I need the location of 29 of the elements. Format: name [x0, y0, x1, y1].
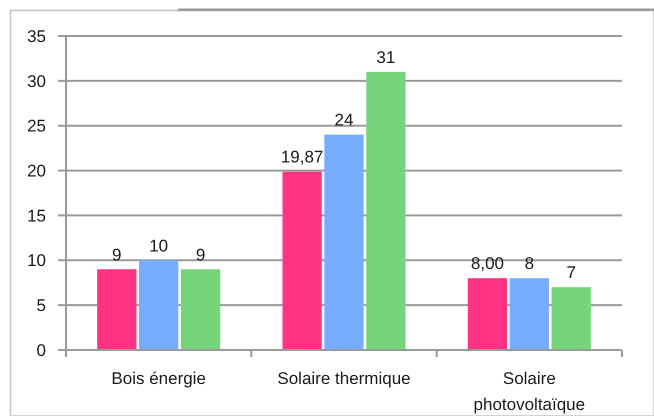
data-label: 8: [524, 254, 534, 274]
bar: [139, 260, 178, 350]
bar: [324, 134, 364, 350]
bar: [552, 287, 591, 350]
x-tick-label: Bois énergie: [111, 369, 206, 388]
data-label: 7: [566, 263, 576, 282]
x-tick-label: Solaire photovoltaïque: [474, 369, 586, 414]
bar: [180, 269, 220, 350]
bar: [510, 278, 549, 350]
bar: [366, 72, 406, 350]
y-tick-label: 0: [36, 340, 46, 360]
data-label: 31: [376, 48, 396, 67]
y-tick-label: 25: [27, 116, 46, 136]
bar: [282, 172, 322, 350]
y-tick-label: 10: [27, 251, 46, 270]
data-label: 9: [196, 245, 206, 264]
y-tick-label: 30: [27, 72, 46, 91]
data-label: 10: [149, 236, 168, 256]
data-label: 19,87: [280, 148, 324, 167]
data-label: 24: [334, 110, 354, 130]
data-label: 9: [112, 245, 122, 264]
y-tick-label: 15: [27, 206, 46, 226]
y-tick-label: 35: [27, 26, 46, 46]
bar: [97, 269, 136, 350]
bar: [468, 278, 508, 350]
y-tick-label: 20: [27, 162, 46, 181]
y-tick-label: 5: [36, 296, 46, 316]
data-label: 8,00: [470, 254, 504, 274]
x-tick-label: Solaire thermique: [277, 369, 411, 388]
